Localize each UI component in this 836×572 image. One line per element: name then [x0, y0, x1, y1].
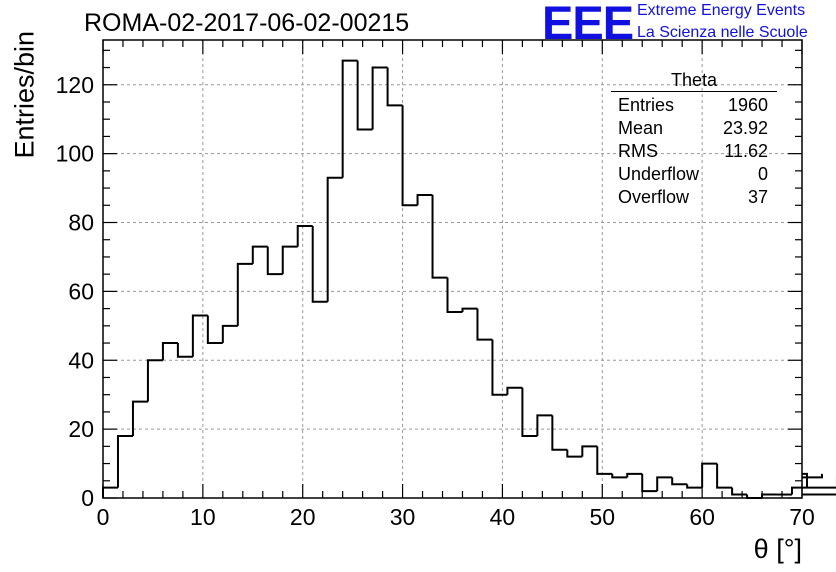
y-axis-label-text: Entries/bin: [9, 30, 40, 159]
histogram-bin: [326, 176, 343, 302]
stats-box: Theta Entries 1960 Mean 23.92 RMS 11.62 …: [611, 70, 777, 209]
x-tick-label: 50: [589, 504, 615, 530]
stats-row-underflow: Underflow 0: [611, 163, 777, 186]
histogram-bars: [102, 59, 836, 499]
x-tick-label: 60: [689, 504, 715, 530]
histogram-bin: [686, 484, 703, 489]
y-tick-label: 120: [56, 72, 94, 98]
y-tick-label: 100: [56, 141, 94, 167]
histogram-bin: [581, 445, 598, 457]
histogram-bin: [476, 308, 493, 341]
stats-box-title: Theta: [611, 70, 777, 92]
histogram-bin: [371, 66, 388, 130]
stats-label: Underflow: [618, 164, 700, 184]
stats-value: 37: [747, 187, 768, 207]
histogram-bin: [146, 359, 163, 402]
histogram-bin: [551, 415, 568, 451]
histogram-bin: [506, 386, 523, 395]
eee-logo: EEE: [542, 0, 634, 49]
histogram-bin: [716, 463, 733, 489]
stats-label: Mean: [618, 118, 664, 138]
stats-row-overflow: Overflow 37: [611, 186, 777, 209]
grid-lines: [103, 40, 802, 498]
histogram-bin: [251, 245, 268, 264]
histogram-bin: [491, 339, 508, 396]
x-tick-label: 30: [390, 504, 416, 530]
histogram-bin: [341, 59, 358, 178]
histogram-bin: [566, 449, 583, 458]
logo-line-2: La Scienza nelle Scuole: [637, 24, 808, 41]
x-tick-label: 10: [190, 504, 216, 530]
stats-row-entries: Entries 1960: [611, 94, 777, 117]
histogram-bin: [791, 486, 802, 495]
stats-value: 23.92: [722, 118, 768, 138]
histogram-bin: [431, 194, 448, 279]
histogram-bin: [281, 245, 298, 275]
x-tick-label: 40: [490, 504, 516, 530]
histogram-bin: [386, 67, 403, 107]
histogram-bin: [296, 224, 313, 247]
stats-row-mean: Mean 23.92: [611, 117, 777, 140]
plot-frame: [102, 39, 803, 499]
x-tick-label: 20: [290, 504, 316, 530]
histogram-bin: [221, 324, 238, 344]
y-tick-label: 0: [81, 485, 94, 511]
histogram-bin: [611, 473, 628, 479]
x-axis-label: θ [°]: [753, 534, 802, 564]
stats-label: Entries: [618, 95, 675, 115]
y-tick-label: 20: [68, 416, 94, 442]
histogram-bin: [191, 314, 208, 357]
histogram-bin: [536, 414, 553, 437]
histogram-bin: [671, 477, 688, 486]
histogram-bin: [206, 315, 223, 345]
stats-value: 11.62: [724, 141, 768, 161]
histogram-bin: [641, 473, 658, 493]
histogram-bin: [266, 246, 283, 276]
histogram-bin: [656, 476, 673, 492]
histogram-bin: [116, 435, 133, 488]
histogram-bin: [701, 462, 718, 488]
histogram-bin: [131, 400, 148, 437]
stats-label: RMS: [618, 141, 658, 161]
histogram-bin: [626, 472, 643, 478]
x-tick-label: 70: [789, 504, 815, 530]
histogram-bin: [802, 493, 836, 496]
histogram-bin: [802, 473, 823, 479]
histogram-bin: [596, 446, 613, 475]
histogram-bin: [802, 472, 808, 488]
stats-label: Overflow: [618, 187, 690, 207]
y-axis-label: Entries/bin: [10, 31, 41, 159]
histogram-bin: [161, 342, 178, 361]
histogram-bin: [102, 486, 118, 498]
stats-value: 1960: [727, 95, 768, 115]
histogram-bin: [416, 193, 433, 206]
stats-value: 0: [757, 164, 768, 184]
histogram-bin: [176, 343, 193, 358]
histogram-bin: [461, 307, 478, 313]
y-tick-label: 40: [68, 347, 94, 373]
y-tick-label: 80: [68, 210, 94, 236]
histogram-bin: [311, 225, 328, 303]
histogram-bin: [401, 105, 418, 207]
histogram-bin: [236, 262, 253, 326]
y-tick-label: 60: [68, 278, 94, 304]
histogram-bin: [802, 477, 836, 489]
histogram-bin: [356, 60, 373, 131]
chart-title: ROMA-02-2017-06-02-00215: [84, 9, 410, 37]
axes: 0 10 20 30 40 50 60 70 0 20 40 60 80 100 120: [56, 39, 815, 530]
logo-line-1: Extreme Energy Events: [637, 2, 806, 19]
histogram-bin: [521, 387, 538, 438]
histogram-bin: [446, 277, 463, 314]
stats-row-rms: RMS 11.62: [611, 140, 777, 163]
x-tick-label: 0: [97, 504, 110, 530]
histogram-bin: [731, 487, 748, 496]
